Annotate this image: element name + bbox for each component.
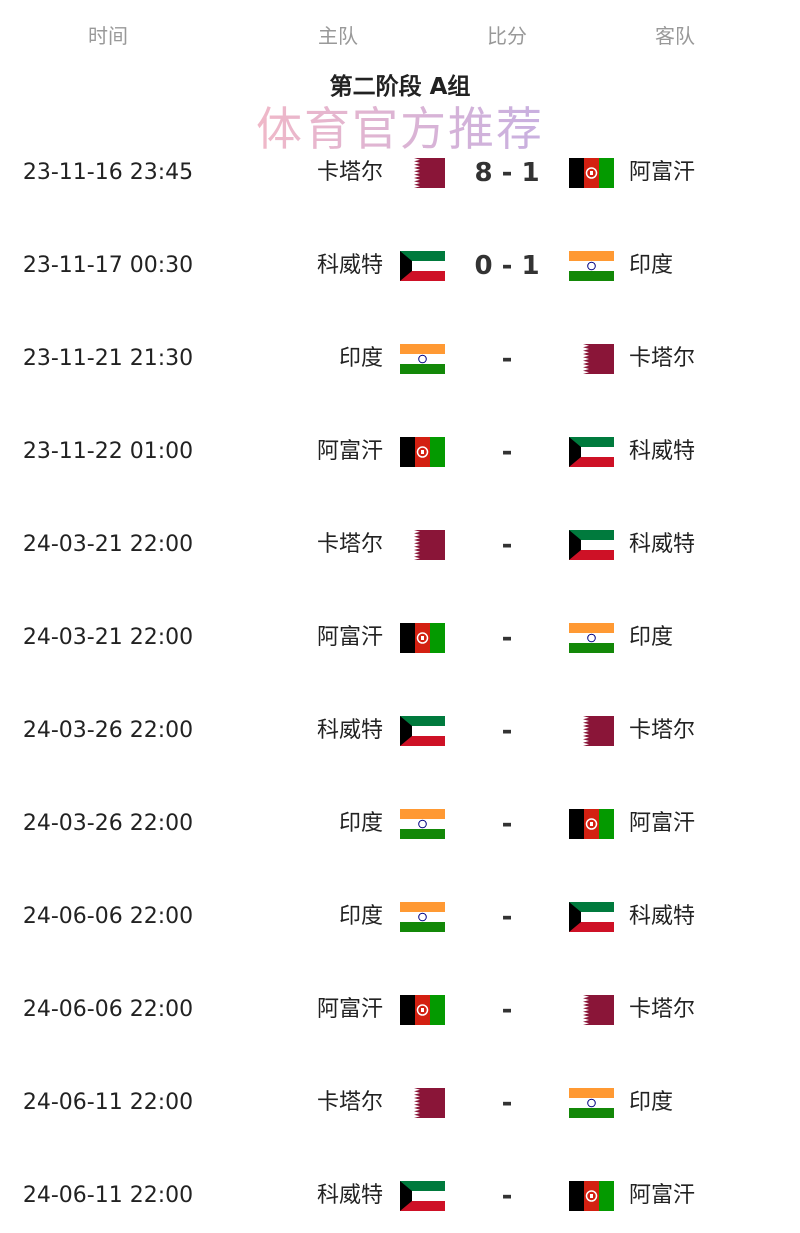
match-score: - (501, 809, 513, 839)
match-time: 23-11-21 21:30 (22, 346, 194, 371)
home-team: 印度 (338, 811, 383, 836)
home-team: 科威特 (316, 1183, 383, 1208)
home-team: 印度 (338, 904, 383, 929)
india-flag-icon (569, 1088, 614, 1122)
away-team: 印度 (629, 625, 674, 650)
india-flag-icon (400, 809, 445, 843)
match-row[interactable]: 24-06-06 22:00 印度 - 科威特 (0, 897, 800, 937)
home-team: 印度 (338, 346, 383, 371)
kuwait-flag-icon (400, 1181, 445, 1215)
match-score: - (501, 716, 513, 746)
match-score: - (501, 1181, 513, 1211)
match-row[interactable]: 23-11-16 23:45 卡塔尔 8 - 1 阿富汗 (0, 153, 800, 193)
match-score: 8 - 1 (474, 158, 540, 188)
india-flag-icon (569, 251, 614, 285)
afghanistan-flag-icon (400, 995, 445, 1029)
match-time: 23-11-22 01:00 (22, 439, 194, 464)
home-team: 卡塔尔 (316, 532, 383, 557)
match-time: 24-03-21 22:00 (22, 625, 194, 650)
away-team: 阿富汗 (629, 811, 696, 836)
match-row[interactable]: 24-06-06 22:00 阿富汗 - 卡塔尔 (0, 990, 800, 1030)
kuwait-flag-icon (569, 530, 614, 564)
away-team: 阿富汗 (629, 160, 696, 185)
qatar-flag-icon (569, 716, 614, 750)
watermark: 体育官方推荐 (256, 102, 544, 156)
match-time: 24-06-06 22:00 (22, 997, 194, 1022)
match-score: - (501, 344, 513, 374)
match-row[interactable]: 24-03-26 22:00 科威特 - 卡塔尔 (0, 711, 800, 751)
qatar-flag-icon (400, 530, 445, 564)
match-time: 23-11-17 00:30 (22, 253, 194, 278)
header-home: 主队 (318, 24, 358, 48)
away-team: 卡塔尔 (629, 718, 696, 743)
match-time: 23-11-16 23:45 (22, 160, 194, 185)
match-row[interactable]: 23-11-17 00:30 科威特 0 - 1 印度 (0, 246, 800, 286)
afghanistan-flag-icon (569, 809, 614, 843)
afghanistan-flag-icon (400, 623, 445, 657)
match-time: 24-06-11 22:00 (22, 1183, 194, 1208)
afghanistan-flag-icon (569, 158, 614, 192)
away-team: 卡塔尔 (629, 346, 696, 371)
qatar-flag-icon (400, 158, 445, 192)
home-team: 科威特 (316, 253, 383, 278)
qatar-flag-icon (400, 1088, 445, 1122)
match-row[interactable]: 23-11-21 21:30 印度 - 卡塔尔 (0, 339, 800, 379)
kuwait-flag-icon (400, 716, 445, 750)
match-time: 24-03-26 22:00 (22, 718, 194, 743)
home-team: 科威特 (316, 718, 383, 743)
match-row[interactable]: 23-11-22 01:00 阿富汗 - 科威特 (0, 432, 800, 472)
header-away: 客队 (655, 24, 695, 48)
header-time: 时间 (88, 24, 128, 48)
match-row[interactable]: 24-03-21 22:00 阿富汗 - 印度 (0, 618, 800, 658)
india-flag-icon (400, 344, 445, 378)
match-time: 24-03-26 22:00 (22, 811, 194, 836)
header-score: 比分 (487, 24, 527, 48)
away-team: 科威特 (629, 904, 696, 929)
match-row[interactable]: 24-03-21 22:00 卡塔尔 - 科威特 (0, 525, 800, 565)
match-time: 24-03-21 22:00 (22, 532, 194, 557)
away-team: 印度 (629, 1090, 674, 1115)
home-team: 阿富汗 (316, 439, 383, 464)
match-score: - (501, 1088, 513, 1118)
india-flag-icon (569, 623, 614, 657)
home-team: 卡塔尔 (316, 160, 383, 185)
afghanistan-flag-icon (569, 1181, 614, 1215)
match-row[interactable]: 24-03-26 22:00 印度 - 阿富汗 (0, 804, 800, 844)
qatar-flag-icon (569, 344, 614, 378)
match-score: - (501, 437, 513, 467)
home-team: 阿富汗 (316, 625, 383, 650)
home-team: 卡塔尔 (316, 1090, 383, 1115)
match-score: - (501, 995, 513, 1025)
match-score: - (501, 530, 513, 560)
match-time: 24-06-06 22:00 (22, 904, 194, 929)
away-team: 阿富汗 (629, 1183, 696, 1208)
away-team: 科威特 (629, 439, 696, 464)
match-time: 24-06-11 22:00 (22, 1090, 194, 1115)
match-row[interactable]: 24-06-11 22:00 卡塔尔 - 印度 (0, 1083, 800, 1123)
qatar-flag-icon (569, 995, 614, 1029)
match-score: - (501, 902, 513, 932)
match-score: - (501, 623, 513, 653)
kuwait-flag-icon (400, 251, 445, 285)
group-title: 第二阶段 A组 (329, 74, 471, 100)
match-row[interactable]: 24-06-11 22:00 科威特 - 阿富汗 (0, 1176, 800, 1216)
afghanistan-flag-icon (400, 437, 445, 471)
kuwait-flag-icon (569, 902, 614, 936)
match-score: 0 - 1 (474, 251, 540, 281)
india-flag-icon (400, 902, 445, 936)
away-team: 印度 (629, 253, 674, 278)
kuwait-flag-icon (569, 437, 614, 471)
away-team: 科威特 (629, 532, 696, 557)
home-team: 阿富汗 (316, 997, 383, 1022)
away-team: 卡塔尔 (629, 997, 696, 1022)
